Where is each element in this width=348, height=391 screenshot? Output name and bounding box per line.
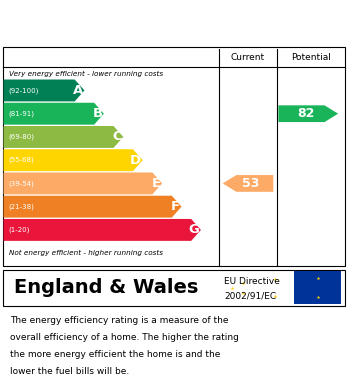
Text: 2002/91/EC: 2002/91/EC	[224, 292, 277, 301]
Text: the more energy efficient the home is and the: the more energy efficient the home is an…	[10, 350, 221, 359]
Text: A: A	[73, 84, 83, 97]
Polygon shape	[3, 172, 162, 194]
Text: C: C	[112, 131, 122, 143]
Text: (21-38): (21-38)	[9, 203, 34, 210]
Polygon shape	[3, 149, 143, 171]
Text: F: F	[171, 200, 180, 213]
Text: (1-20): (1-20)	[9, 227, 30, 233]
Text: Potential: Potential	[291, 53, 331, 62]
Text: (39-54): (39-54)	[9, 180, 34, 187]
Polygon shape	[223, 175, 273, 192]
Text: The energy efficiency rating is a measure of the: The energy efficiency rating is a measur…	[10, 316, 229, 325]
Text: lower the fuel bills will be.: lower the fuel bills will be.	[10, 368, 130, 377]
Text: (92-100): (92-100)	[9, 87, 39, 94]
Text: E: E	[152, 177, 161, 190]
Text: England & Wales: England & Wales	[14, 278, 198, 298]
Text: Very energy efficient - lower running costs: Very energy efficient - lower running co…	[9, 71, 163, 77]
Text: B: B	[92, 107, 102, 120]
Polygon shape	[3, 219, 201, 241]
Polygon shape	[278, 105, 338, 122]
Bar	[294, 271, 341, 304]
Polygon shape	[3, 196, 182, 218]
Text: 82: 82	[297, 107, 314, 120]
Polygon shape	[3, 126, 123, 148]
Text: Not energy efficient - higher running costs: Not energy efficient - higher running co…	[9, 250, 163, 256]
Text: Energy Efficiency Rating: Energy Efficiency Rating	[10, 15, 232, 30]
Text: EU Directive: EU Directive	[224, 278, 280, 287]
Polygon shape	[3, 103, 104, 125]
Text: D: D	[130, 154, 141, 167]
Text: (81-91): (81-91)	[9, 110, 35, 117]
Text: (55-68): (55-68)	[9, 157, 34, 163]
Text: Current: Current	[231, 53, 265, 62]
Text: (69-80): (69-80)	[9, 134, 35, 140]
Text: 53: 53	[242, 177, 259, 190]
Text: G: G	[189, 223, 199, 237]
Polygon shape	[3, 79, 85, 101]
Text: overall efficiency of a home. The higher the rating: overall efficiency of a home. The higher…	[10, 334, 239, 343]
